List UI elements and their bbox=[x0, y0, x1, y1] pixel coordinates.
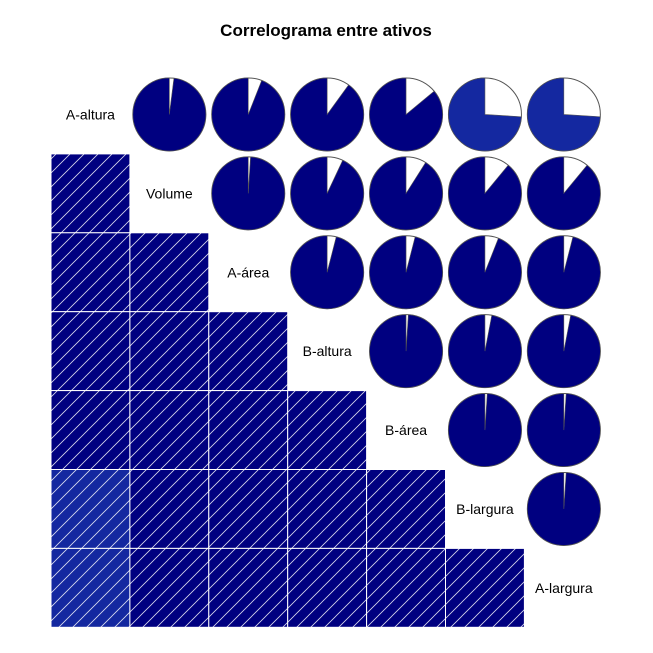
variable-label: A-área bbox=[227, 264, 269, 280]
pie-cell bbox=[526, 156, 601, 231]
pie-cell bbox=[132, 77, 207, 152]
pie-cell bbox=[211, 77, 286, 152]
variable-label: B-largura bbox=[456, 501, 514, 517]
shade-cell bbox=[50, 311, 131, 392]
variable-label: A-altura bbox=[66, 106, 115, 122]
pie-cell bbox=[290, 235, 365, 310]
variable-label: A-largura bbox=[535, 580, 593, 596]
pie-cell bbox=[369, 314, 444, 389]
shade-cell bbox=[50, 232, 131, 313]
pie-cell bbox=[526, 393, 601, 468]
pie-cell bbox=[447, 156, 522, 231]
pie-cell bbox=[211, 156, 286, 231]
pie-cell bbox=[447, 314, 522, 389]
shade-cell bbox=[129, 469, 210, 549]
pie-cell bbox=[447, 77, 522, 152]
shade-cell bbox=[366, 469, 447, 549]
shade-cell bbox=[50, 469, 131, 549]
shade-cell bbox=[287, 547, 368, 628]
shade-cell bbox=[445, 547, 525, 628]
variable-labels: A-altura Volume A-área B-altura B-área B-larg… bbox=[66, 106, 593, 595]
pie-cell bbox=[447, 393, 522, 468]
variable-label: Volume bbox=[146, 185, 193, 201]
shade-cell bbox=[208, 311, 289, 392]
pie-cell bbox=[526, 314, 601, 389]
shade-cell bbox=[366, 547, 447, 628]
shade-cell bbox=[50, 153, 131, 234]
correlogram-cells bbox=[50, 77, 601, 628]
variable-label: B-altura bbox=[303, 343, 352, 359]
shade-cell bbox=[50, 390, 131, 471]
pie-cell bbox=[290, 77, 365, 152]
chart-title: Correlograma entre ativos bbox=[220, 21, 432, 40]
shade-cell bbox=[287, 469, 368, 549]
pie-cell bbox=[526, 471, 601, 546]
shade-cell bbox=[129, 390, 210, 471]
pie-cell bbox=[447, 235, 522, 310]
shade-cell bbox=[129, 232, 210, 313]
pie-cell bbox=[526, 235, 601, 310]
pie-cell bbox=[290, 156, 365, 231]
pie-cell bbox=[369, 77, 444, 152]
variable-label: B-área bbox=[385, 422, 427, 438]
pie-cell bbox=[526, 77, 601, 152]
shade-cell bbox=[287, 390, 368, 471]
pie-cell bbox=[369, 235, 444, 310]
shade-cell bbox=[208, 390, 289, 471]
shade-cell bbox=[208, 469, 289, 549]
shade-cell bbox=[50, 547, 131, 628]
shade-cell bbox=[129, 547, 210, 628]
shade-cell bbox=[208, 547, 289, 628]
shade-cell bbox=[129, 311, 210, 392]
pie-cell bbox=[369, 156, 444, 231]
